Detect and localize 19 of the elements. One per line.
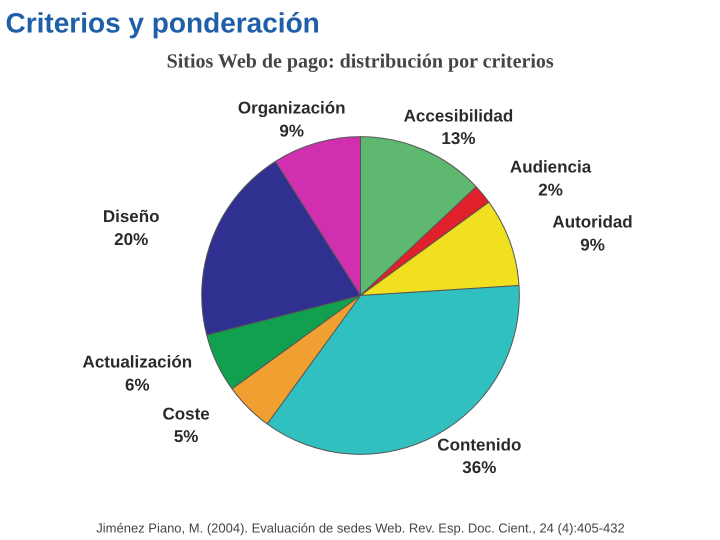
- data-label: 6%: [125, 375, 150, 394]
- slice-label: Actualización: [82, 352, 192, 372]
- chart-subtitle: Sitios Web de pago: distribución por criterios: [166, 50, 554, 72]
- slice-label: Autoridad: [552, 212, 633, 232]
- slice-label: Accesibilidad: [404, 106, 514, 126]
- slice-label: Organización: [238, 98, 346, 118]
- data-label: 20%: [114, 230, 148, 249]
- chart-title: Criterios y ponderación: [6, 8, 320, 38]
- data-label: 36%: [462, 458, 496, 478]
- data-label: 2%: [538, 180, 563, 200]
- slice-label: Diseño: [102, 207, 160, 226]
- data-label: 5%: [174, 427, 198, 446]
- data-label: 9%: [279, 121, 304, 140]
- text: Jiménez Piano, M. (2004). Evaluación de sedes Web. Rev. Esp. Doc. Cient., 24 (4):405-432: [96, 520, 625, 536]
- slice-label: Contenido: [437, 435, 522, 454]
- slice-label: Coste: [162, 404, 210, 424]
- data-label: 9%: [580, 235, 605, 254]
- slice-label: Audiencia: [510, 158, 592, 177]
- data-label: 13%: [441, 129, 476, 148]
